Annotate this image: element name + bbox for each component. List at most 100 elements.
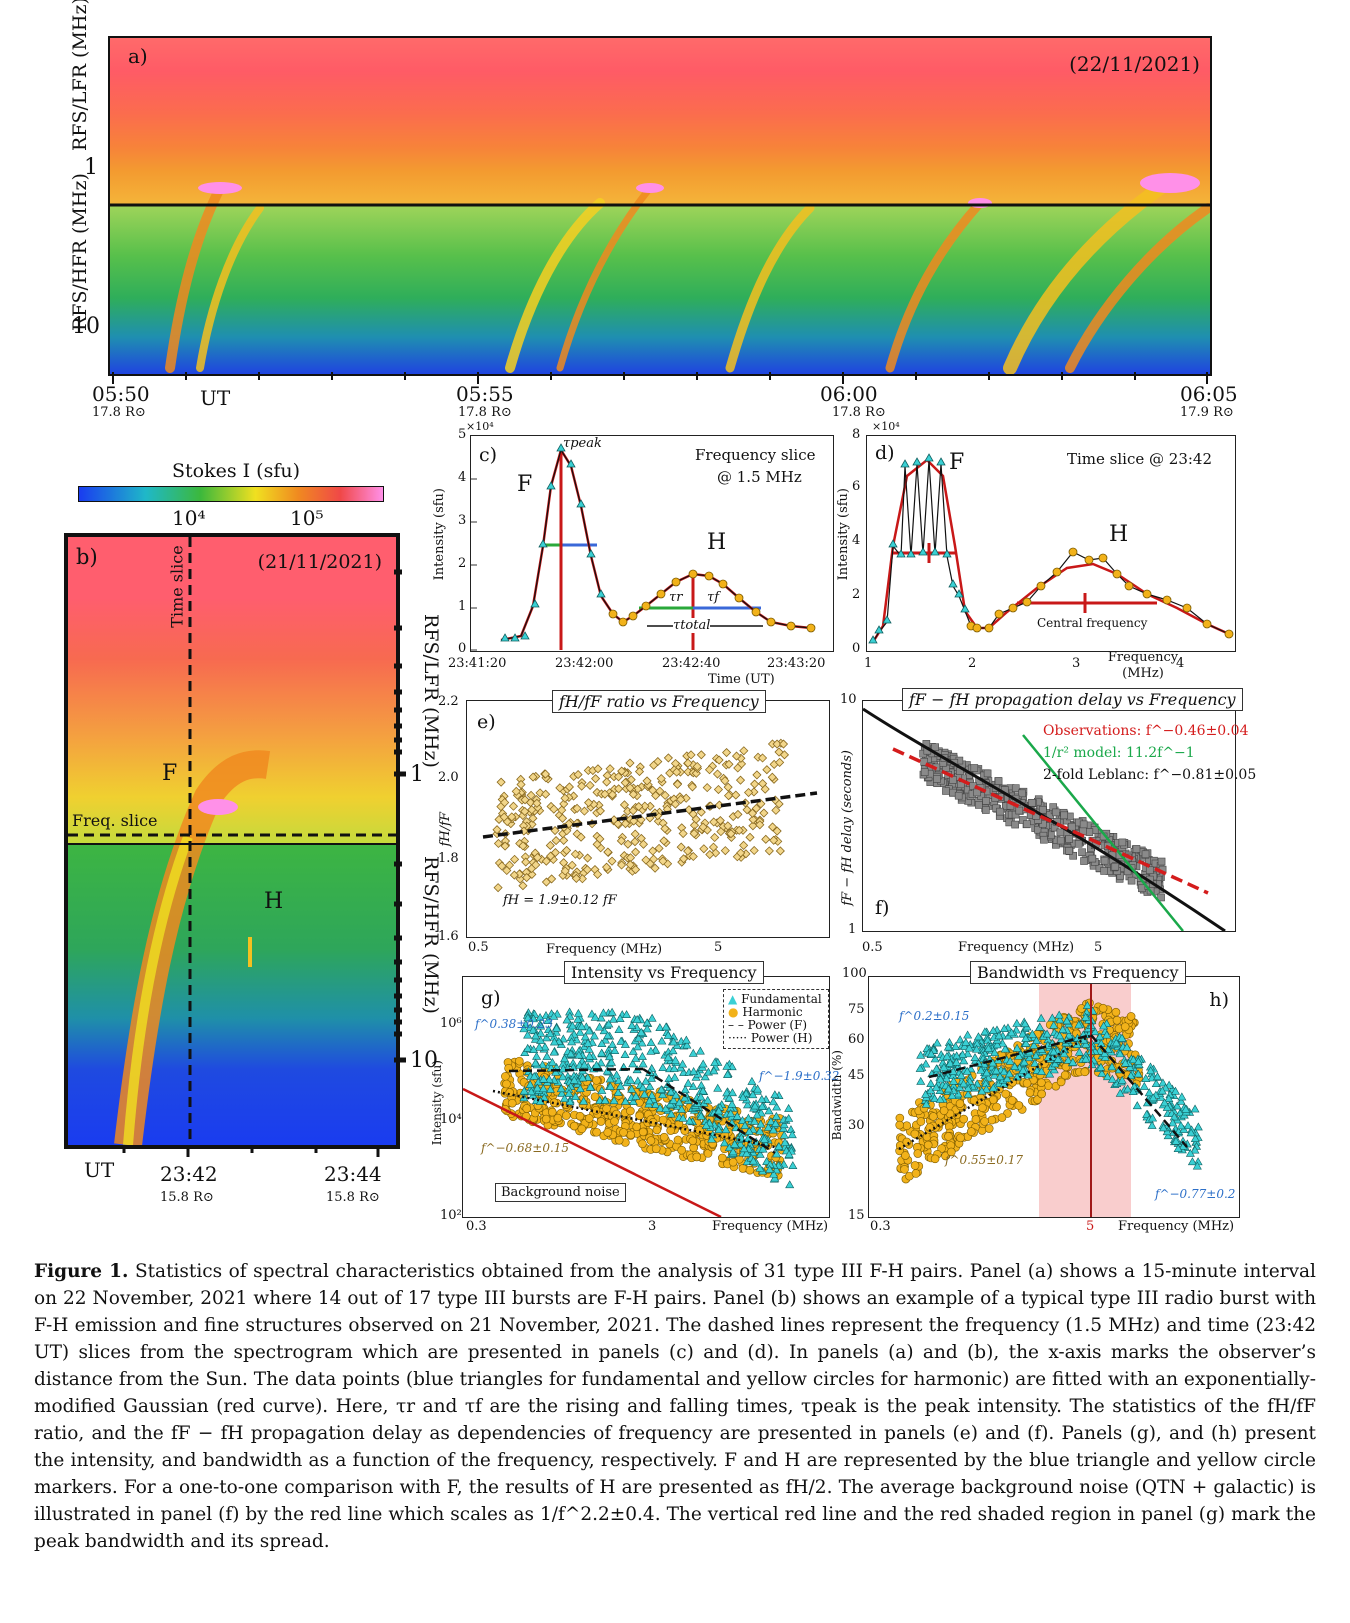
panel-c-ytick-0: 0 [458,641,467,656]
background-noise-label: Background noise [495,1183,626,1202]
panel-h-title: Bandwidth vs Frequency [970,961,1186,984]
panel-d: d) Time slice @ 23:42 F H Central freque… [866,435,1236,652]
colorbar-tick-2: 10⁵ [290,506,324,530]
panel-b-date: (21/11/2021) [257,551,382,573]
panel-a-xtick-dist-0: 17.8 R⊙ [92,405,146,420]
panel-a-xunit: UT [200,386,231,410]
panel-a-xtick-1: 05:55 [456,382,514,406]
freq-slice-label: Freq. slice [72,811,158,830]
panel-e-plot [482,738,818,893]
panel-h-ytick-4: 75 [848,1002,865,1017]
panel-g-fF-low: f^0.38±0.23 [475,1017,553,1031]
panel-c-yexp: ×10⁴ [466,420,494,433]
legend-power-f: – – Power (F) [728,1018,808,1032]
panel-c-ytick-3: 3 [458,513,467,528]
panel-a-ytick-1: 1 [84,155,98,180]
tau-r: τr [669,590,683,605]
panel-h-ylabel: Bandwidth (%) [830,1050,844,1141]
legend-power-h: ····· Power (H) [728,1031,813,1045]
panel-a-xtick-3: 06:05 [1180,382,1238,406]
panel-b-label: b) [76,545,98,569]
panel-c-xtick-3: 23:43:20 [767,656,826,671]
panel-e-ytick-0: 1.6 [438,929,459,944]
panel-c-xlabel: Time (UT) [708,672,775,687]
panel-g-fF-high: f^−1.9±0.32 [759,1069,840,1083]
panel-g-legend: ▲ Fundamental ● Harmonic – – Power (F) ·… [723,989,829,1049]
panel-g-ytick-0: 10² [440,1208,462,1223]
caption-text: Statistics of spectral characteristics o… [34,1261,1316,1552]
panel-e-xtick-1: 5 [714,940,723,955]
panel-d-H: H [1109,522,1129,547]
tau-f: τf [707,590,720,605]
panel-f-plot [862,707,1226,933]
panel-b-xtick-dist-1: 15.8 R⊙ [326,1190,380,1205]
panel-f-xtick-1: 5 [1094,940,1103,955]
panel-c-H: H [707,530,727,555]
spectrogram-a-lfr [110,38,1210,205]
panel-a-label: a) [128,44,148,68]
legend-fundamental: ▲ Fundamental [728,992,822,1006]
panel-b-ytick-10: 10 [410,1048,438,1073]
time-slice-label: Time slice [167,545,187,628]
panel-h-label: h) [1209,989,1229,1011]
panel-a-ytick-10: 10 [72,314,100,339]
panel-e-label: e) [477,711,496,733]
panel-a-xtick-dist-3: 17.9 R⊙ [1180,405,1234,420]
panel-d-title: Time slice @ 23:42 [1067,450,1213,468]
panel-d-plot [868,453,1234,644]
panel-e-ytick-1: 1.8 [438,851,459,866]
panel-c-xtick-1: 23:42:00 [555,656,614,671]
panel-a-ylabel-bottom: RFS/HFR (MHz) [69,173,91,331]
panel-d-F: F [949,450,965,475]
panel-d-ytick-1: 2 [852,587,861,602]
panel-f-ytick-1: 10 [840,692,857,707]
panel-b-xaxis-ticks [122,1145,380,1157]
panel-c-xtick-2: 23:42:40 [662,656,721,671]
panel-h-ytick-0: 15 [848,1208,865,1223]
panel-c-subtitle: @ 1.5 MHz [717,468,802,486]
panel-g-xtick-1: 3 [648,1219,657,1234]
panel-a: a) (22/11/2021) [108,36,1212,376]
triangle-icon: ▲ [728,992,738,1006]
panel-e-xtick-0: 0.5 [468,940,489,955]
panel-b-F: F [162,761,178,786]
panel-e: e) fH = 1.9±0.12 fF [466,700,830,938]
panel-c-label: c) [479,444,498,466]
panel-b-xtick-1: 23:44 [324,1162,382,1186]
panel-f-label: f) [875,897,890,919]
panel-e-ytick-3: 2.2 [438,694,459,709]
panel-c-ytick-5: 5 [458,427,467,442]
panel-g-label: g) [481,987,501,1009]
panel-g-ytick-1: 10⁴ [440,1112,462,1127]
figure-label: Figure 1. [34,1261,129,1282]
panel-d-label: d) [875,442,895,464]
panel-d-central: Central frequency [1037,616,1148,630]
colorbar-tick-1: 10⁴ [172,506,206,530]
spectrogram-b-lfr [68,537,396,843]
panel-d-yexp: ×10⁴ [872,420,900,433]
burst-tracks-a [110,173,1210,374]
panel-c: c) Frequency slice @ 1.5 MHz F H τpeak τ… [470,435,834,652]
panel-h-ytick-3: 60 [848,1032,865,1047]
panel-d-ytick-3: 6 [852,479,861,494]
panel-b-xunit: UT [84,1158,115,1182]
panel-h-xlabel: Frequency (MHz) [1118,1219,1235,1234]
panel-h-plot [895,977,1203,1217]
panel-f-ytick-0: 1 [848,922,857,937]
panel-b-ylabel-bottom: RFS/HFR (MHz) [420,856,442,1014]
panel-b-ytick-1: 1 [410,762,424,787]
panel-d-ylabel: Intensity (sfu) [836,488,851,581]
legend-model: 1/r² model: 11.2f^−1 [1043,745,1195,761]
panel-d-ytick-0: 0 [852,641,861,656]
panel-h-xtick-1: 5 [1086,1219,1095,1234]
panel-e-fit: fH = 1.9±0.12 fF [503,893,617,908]
panel-b-xtick-dist-0: 15.8 R⊙ [160,1190,214,1205]
panel-h-xtick-0: 0.3 [870,1219,891,1234]
panel-a-date: (22/11/2021) [1069,52,1200,76]
panel-c-F: F [517,472,533,497]
panel-a-xtick-0: 05:50 [92,382,150,406]
panel-a-xtick-dist-2: 17.8 R⊙ [832,405,886,420]
tau-peak: τpeak [563,436,602,451]
panel-a-xtick-dist-1: 17.8 R⊙ [458,405,512,420]
panel-g-title: Intensity vs Frequency [564,961,764,984]
